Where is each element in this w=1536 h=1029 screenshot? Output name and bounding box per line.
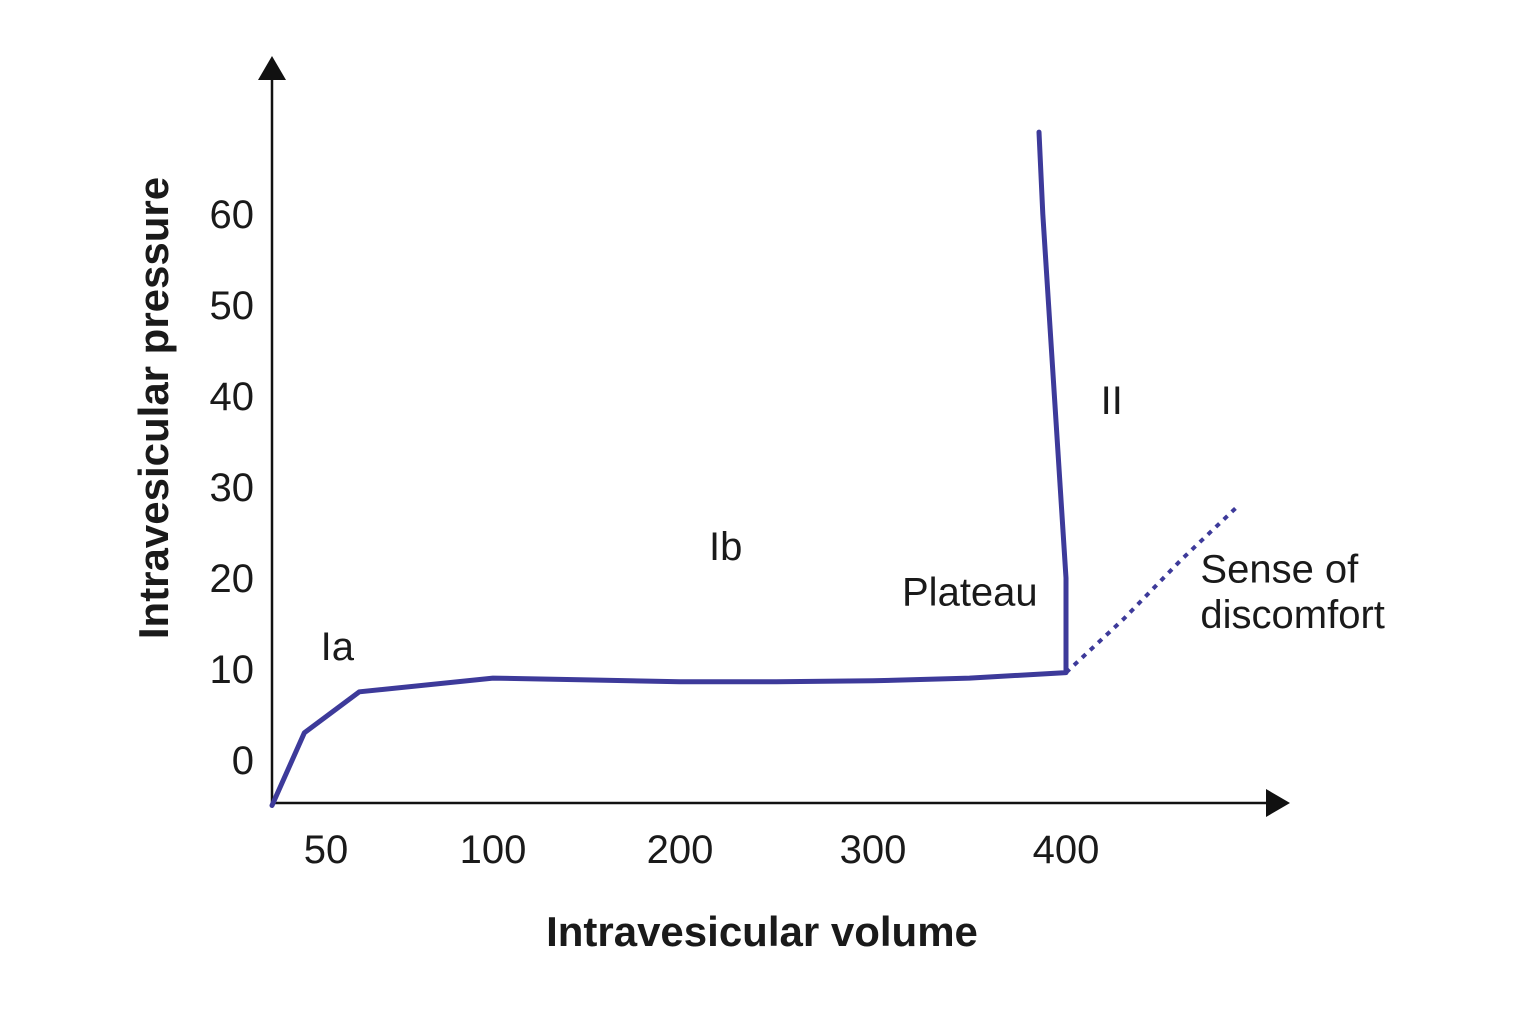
x-tick-label: 300	[840, 828, 907, 872]
y-tick-label: 0	[232, 739, 254, 783]
y-tick-label: 60	[210, 193, 255, 237]
x-axis-arrow	[1266, 789, 1290, 817]
chart-annotation: Ib	[709, 525, 742, 569]
chart-annotation: Sense of	[1200, 548, 1359, 592]
axes	[258, 56, 1290, 817]
y-tick-label: 50	[210, 284, 255, 328]
x-axis-title: Intravesicular volume	[546, 908, 978, 955]
chart-annotation: Plateau	[902, 570, 1038, 614]
y-tick-label: 30	[210, 466, 255, 510]
x-tick-label: 100	[460, 828, 527, 872]
x-tick-label: 400	[1033, 828, 1100, 872]
x-tick-labels: 50 100 200 300 400	[304, 828, 1100, 872]
discomfort-dotted-line	[1064, 503, 1241, 675]
y-tick-label: 20	[210, 557, 255, 601]
chart-annotation: II	[1101, 379, 1123, 423]
chart-annotation: discomfort	[1200, 593, 1385, 637]
chart-annotation: Ia	[321, 625, 355, 669]
x-tick-label: 50	[304, 828, 349, 872]
y-tick-labels: 0 10 20 30 40 50 60	[210, 193, 255, 783]
y-axis-arrow	[258, 56, 286, 80]
series-group	[269, 129, 1241, 808]
y-tick-label: 40	[210, 375, 255, 419]
y-axis-title: Intravesicular pressure	[130, 177, 177, 639]
pressure-curve-line	[269, 129, 1069, 808]
y-tick-label: 10	[210, 648, 255, 692]
x-tick-label: 200	[647, 828, 714, 872]
